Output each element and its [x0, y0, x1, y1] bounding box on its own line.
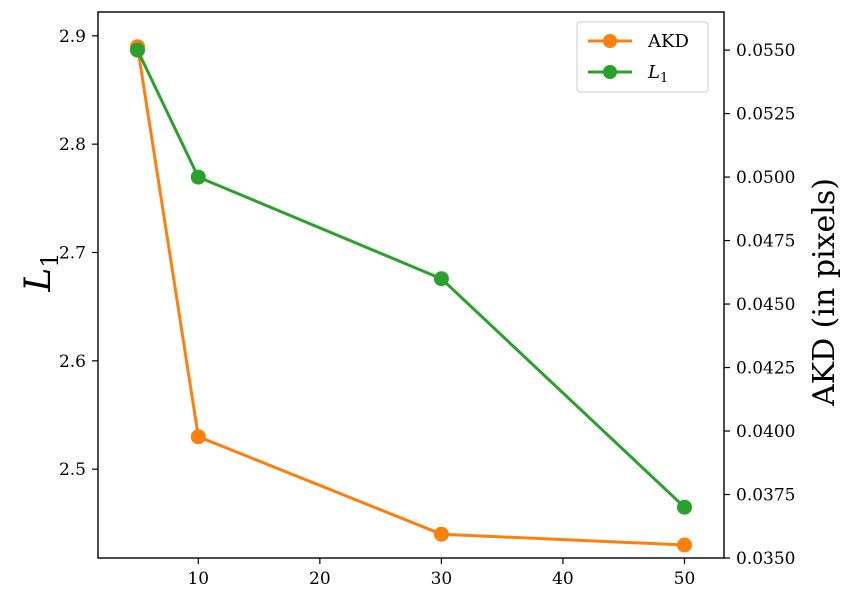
data-point [433, 271, 449, 287]
left-y-tick-label: 2.9 [59, 27, 86, 47]
data-point [130, 42, 145, 58]
data-point [677, 537, 692, 553]
left-y-tick-label: 2.6 [59, 352, 86, 372]
left-axis-title-subscript: 1 [36, 252, 64, 267]
series-layer [130, 39, 692, 553]
legend-marker-l1 [603, 65, 617, 79]
left-axis-title: L1 [18, 252, 64, 292]
right-y-tick-label: 0.0475 [736, 232, 795, 252]
right-y-axis: 0.0350 0.0375 0.0400 0.0425 0.0450 0.0475 0.05… [724, 41, 795, 569]
series-line [136, 49, 686, 509]
left-y-tick-label: 2.8 [59, 135, 86, 155]
legend-label-l1-subscript: 1 [660, 71, 668, 86]
right-y-tick-label: 0.0525 [736, 105, 795, 125]
x-tick-label: 30 [431, 569, 453, 589]
series-line [136, 46, 685, 547]
left-y-tick-label: 2.7 [59, 244, 86, 264]
x-axis: 10 20 30 40 50 [187, 558, 695, 589]
right-y-tick-label: 0.0500 [736, 168, 795, 188]
data-point [677, 499, 692, 515]
right-y-tick-label: 0.0550 [736, 41, 795, 61]
x-tick-label: 20 [309, 569, 331, 589]
left-y-tick-label: 2.5 [59, 460, 86, 480]
legend-label-l1-symbol: L [647, 62, 660, 83]
series-l1 [130, 42, 692, 515]
left-y-axis: 2.5 2.6 2.7 2.8 2.9 [59, 27, 98, 480]
plot-frame [97, 11, 725, 559]
series-akd [130, 39, 692, 553]
legend: AKD L1 [576, 21, 709, 93]
x-tick-label: 50 [674, 569, 696, 589]
data-point [190, 169, 206, 185]
right-axis-title: AKD (in pixels) [807, 178, 842, 407]
right-y-tick-label: 0.0375 [736, 486, 795, 506]
x-tick-label: 10 [187, 569, 209, 589]
data-point [190, 429, 206, 445]
left-axis-title-symbol: L [18, 268, 59, 293]
legend-label-akd: AKD [647, 31, 689, 52]
legend-label-l1: L1 [647, 62, 668, 86]
right-y-tick-label: 0.0400 [736, 422, 795, 442]
right-y-tick-label: 0.0450 [736, 295, 795, 315]
x-tick-label: 40 [552, 569, 574, 589]
right-y-tick-label: 0.0350 [736, 549, 795, 569]
legend-marker-akd [603, 34, 617, 48]
right-y-tick-label: 0.0425 [736, 359, 795, 379]
data-point [433, 526, 449, 542]
